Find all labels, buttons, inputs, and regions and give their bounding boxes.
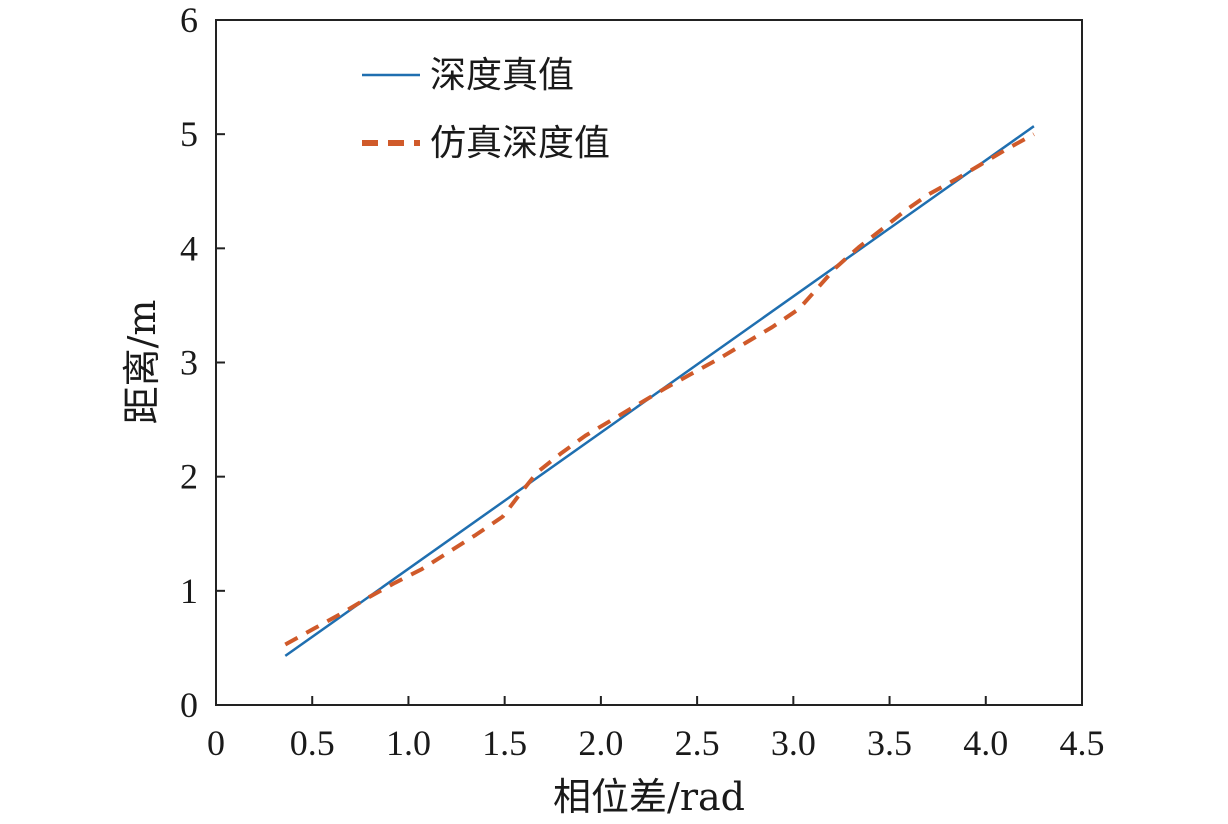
plot-frame	[215, 19, 1083, 706]
y-tick-label: 2	[180, 457, 198, 497]
ticks	[215, 19, 1083, 706]
tick-labels: 0 0.5 1.0 1.5 2.0 2.5 3.0 3.5 4.0 4.5 0 1 2 3 4 5 6	[180, 0, 1105, 763]
y-tick-label: 0	[180, 685, 198, 725]
legend: 深度真值 仿真深度值	[362, 55, 610, 164]
y-tick-label: 6	[180, 0, 198, 40]
x-tick-label: 3.5	[867, 723, 912, 763]
x-tick-label: 2.0	[578, 723, 623, 763]
x-tick-label: 4.5	[1060, 723, 1105, 763]
legend-label-true-depth: 深度真值	[430, 55, 574, 96]
y-tick-label: 1	[180, 571, 198, 611]
x-tick-label: 1.0	[386, 723, 431, 763]
x-tick-label: 0.5	[290, 723, 335, 763]
y-tick-label: 5	[180, 114, 198, 154]
y-tick-label: 4	[180, 228, 198, 268]
plot-area	[284, 125, 1035, 657]
x-tick-label: 0	[207, 723, 225, 763]
y-axis-title: 距离/m	[120, 300, 164, 425]
x-tick-label: 1.5	[482, 723, 527, 763]
x-tick-label: 4.0	[963, 723, 1008, 763]
x-tick-label: 3.0	[771, 723, 816, 763]
y-tick-label: 3	[180, 343, 198, 383]
series-line-simulated-depth	[284, 132, 1035, 647]
x-axis-title: 相位差/rad	[553, 775, 745, 819]
series-line-true-depth	[284, 125, 1035, 657]
x-tick-label: 2.5	[675, 723, 720, 763]
legend-label-simulated-depth: 仿真深度值	[430, 123, 610, 164]
